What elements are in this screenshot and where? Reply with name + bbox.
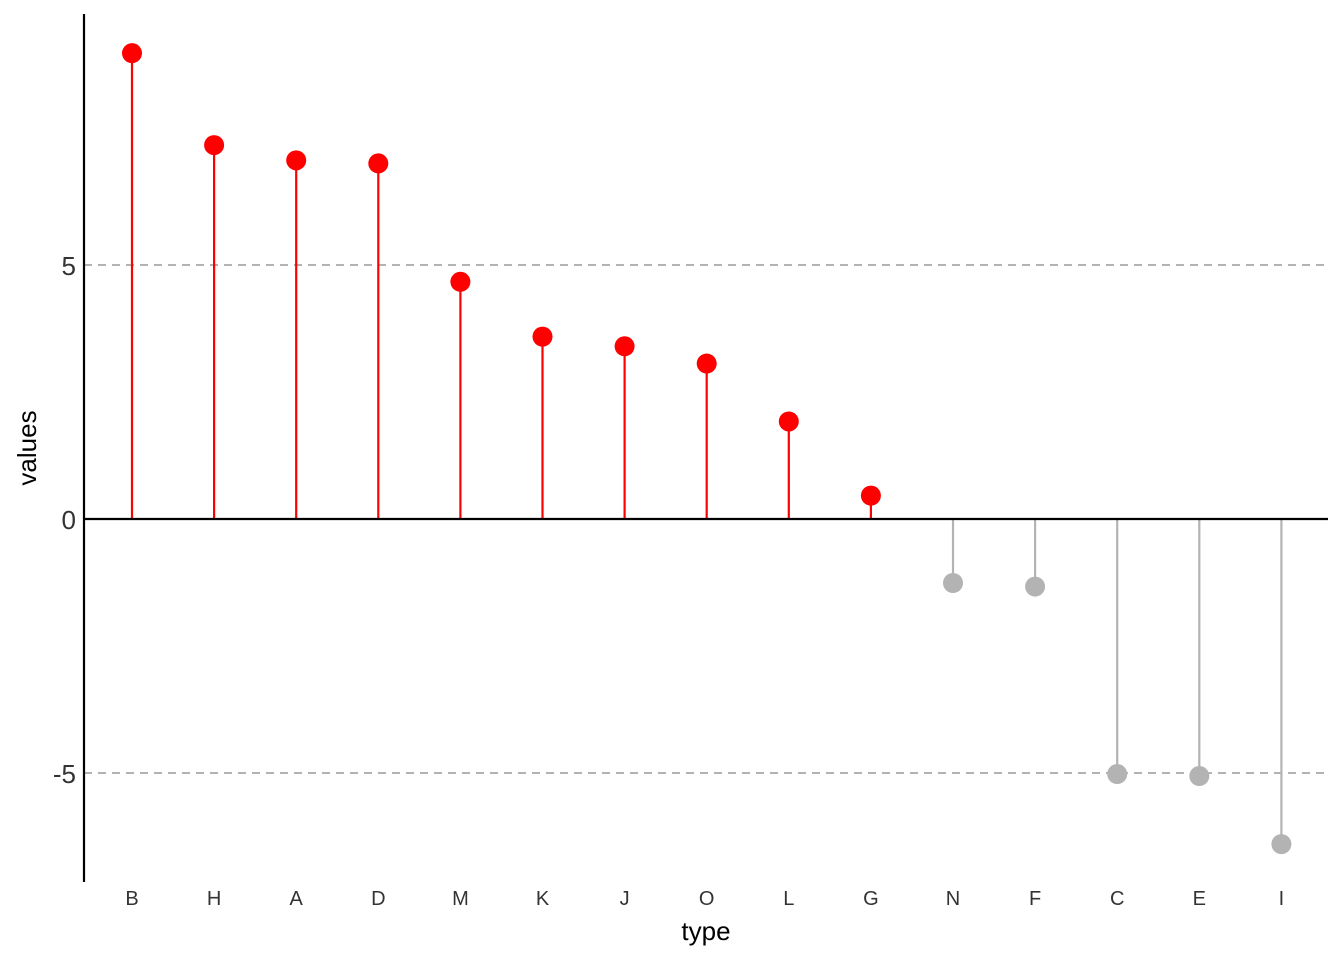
x-tick-label: N [946, 888, 960, 910]
x-tick-label: L [783, 888, 794, 910]
lollipop-point [614, 336, 635, 357]
lollipop-point [943, 573, 963, 594]
lollipop-point [1107, 764, 1128, 785]
lollipop-points [122, 43, 1292, 855]
lollipop-point [450, 271, 471, 292]
lollipop-point [286, 150, 307, 171]
lollipop-point [368, 153, 389, 174]
lollipop-point [204, 135, 225, 156]
lollipop-stems [130, 53, 1283, 845]
x-tick-label: H [207, 888, 221, 910]
x-tick-label: D [371, 888, 385, 910]
lollipop-point [1025, 576, 1046, 597]
lollipop-point [1189, 766, 1210, 787]
x-tick-label: M [452, 888, 469, 910]
x-tick-label: F [1029, 888, 1041, 910]
y-tick-label: 0 [62, 505, 76, 535]
axes [82, 14, 1328, 882]
lollipop-point [696, 353, 717, 374]
x-tick-label: C [1110, 888, 1124, 910]
x-axis-title: type [681, 916, 730, 946]
lollipop-point [860, 485, 881, 506]
lollipop-point [778, 411, 799, 432]
x-tick-label: J [620, 888, 630, 910]
x-tick-label: A [290, 888, 304, 910]
x-tick-label: G [863, 888, 879, 910]
x-tick-label: I [1279, 888, 1285, 910]
x-tick-label: O [699, 888, 715, 910]
lollipop-point [532, 326, 553, 347]
lollipop-point [1271, 834, 1292, 855]
y-axis-title: values [12, 410, 42, 485]
y-tick-label: -5 [53, 759, 76, 789]
lollipop-point [122, 43, 142, 64]
x-tick-label: K [536, 888, 550, 910]
x-tick-label: E [1193, 888, 1206, 910]
y-tick-label: 5 [62, 251, 76, 281]
y-tick-labels: -5 0 5 [53, 251, 76, 789]
x-tick-label: B [125, 888, 138, 910]
